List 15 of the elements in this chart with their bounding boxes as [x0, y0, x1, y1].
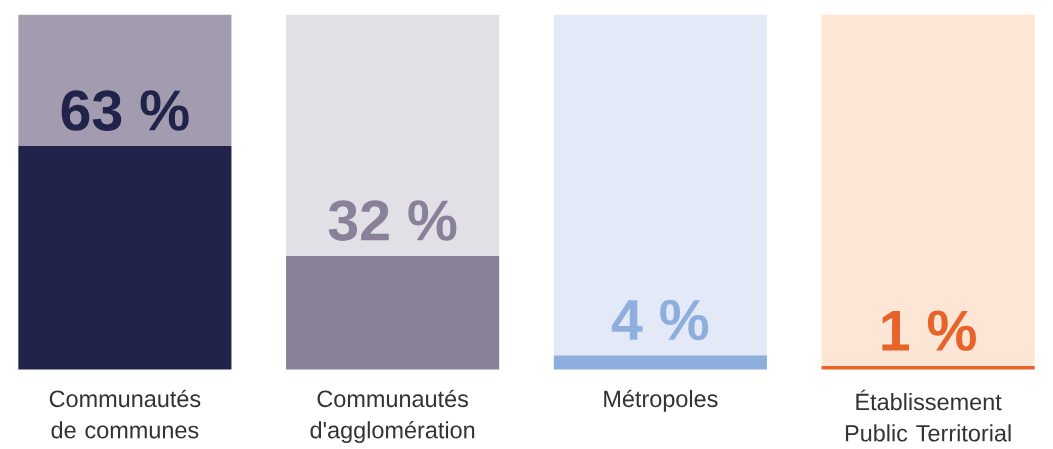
x-tick-label: Établissement Public Territorial: [845, 389, 1011, 442]
bar: [553, 14, 767, 356]
bar: [553, 355, 767, 370]
bar: [286, 256, 500, 370]
data-label: 32 %: [328, 200, 457, 242]
data-label: 63 %: [61, 90, 189, 132]
bar: [286, 14, 500, 257]
bar: [821, 14, 1035, 367]
data-label: 4 %: [611, 300, 709, 341]
bar: [18, 14, 232, 147]
x-tick-label: Communautés de communes: [49, 389, 201, 439]
x-tick-label: Communautés d'agglomération: [310, 389, 475, 444]
bar: [18, 146, 232, 370]
x-tick-label: Métropoles: [604, 389, 718, 413]
data-label: 1 %: [882, 310, 976, 352]
